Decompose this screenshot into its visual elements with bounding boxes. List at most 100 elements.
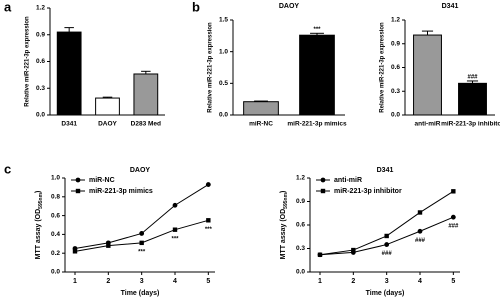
x-tick-label: 2: [106, 278, 110, 285]
y-tick-label: 0.0: [36, 112, 45, 119]
marker: [317, 252, 323, 257]
y-tick-label: 0.0: [51, 269, 60, 276]
y-tick-label: 0.9: [296, 198, 305, 205]
panel-label: b: [192, 0, 200, 14]
y-axis-label-part: 595nm: [38, 192, 44, 208]
chart-title: DAOY: [279, 3, 300, 10]
marker: [384, 233, 389, 239]
bar: [95, 97, 120, 116]
y-axis-label: Relative miR-221-3p expression: [208, 22, 214, 113]
y-axis-label: MTT assay (OD595nm): [35, 191, 44, 260]
x-tick-label: 1: [73, 278, 77, 285]
x-tick-label: 5: [451, 278, 455, 285]
annotation: ***: [205, 227, 213, 233]
y-tick-label: 1.0: [219, 48, 228, 55]
marker: [451, 189, 456, 194]
bar: [56, 31, 82, 116]
chart-title: DAOY: [130, 167, 151, 174]
bar: [243, 101, 279, 116]
y-axis-label: MTT assay (OD595nm): [280, 191, 289, 260]
y-axis-label: Relative miR-221-3p expression: [25, 16, 31, 107]
marker: [139, 240, 144, 246]
annotation: ***: [138, 249, 146, 255]
y-tick-label: 0.3: [391, 88, 400, 95]
y-tick-label: 0.0: [391, 112, 400, 119]
bar: [299, 34, 335, 116]
bar: [133, 73, 159, 116]
y-axis-label-part: ): [35, 191, 42, 193]
marker: [417, 228, 423, 234]
panel-label: c: [4, 161, 11, 176]
marker: [72, 249, 78, 254]
y-tick-label: 0.6: [296, 222, 305, 229]
y-tick-label: 0.6: [36, 58, 45, 65]
legend-marker: [320, 177, 326, 183]
y-tick-label: 0.4: [51, 231, 60, 238]
chart-title: D341: [442, 3, 459, 10]
marker: [106, 243, 111, 248]
y-tick-label: 0.2: [51, 250, 60, 257]
y-tick-label: 0.5: [219, 80, 228, 87]
x-tick-label: anti-miR: [415, 121, 441, 128]
annotation: ***: [313, 27, 321, 33]
y-tick-label: 0.3: [36, 85, 45, 92]
marker: [417, 210, 423, 215]
marker: [351, 247, 356, 253]
marker: [384, 242, 390, 247]
x-axis-label: Time (days): [366, 290, 405, 297]
x-tick-label: 2: [351, 278, 355, 285]
y-tick-label: 1.2: [296, 175, 305, 182]
marker: [206, 218, 211, 223]
x-axis-label: Time (days): [121, 290, 160, 297]
y-tick-label: 0.9: [36, 31, 45, 38]
annotation: ###: [382, 251, 393, 257]
panel-label: a: [4, 0, 12, 14]
y-axis-label-part: MTT assay (OD: [35, 209, 42, 260]
bar: [413, 34, 442, 116]
y-tick-label: 0.0: [219, 112, 228, 119]
y-axis-label: Relative miR-221-3p expression: [380, 22, 386, 113]
y-tick-label: 1.2: [36, 5, 45, 12]
legend-label: anti-miR: [334, 177, 362, 184]
marker: [139, 231, 145, 236]
y-tick-label: 1.5: [219, 17, 228, 24]
marker: [172, 227, 178, 232]
x-tick-label: miR-NC: [249, 121, 273, 128]
y-tick-label: 0.3: [296, 245, 305, 252]
y-tick-label: 1.0: [51, 175, 60, 182]
y-tick-label: 0.6: [51, 212, 60, 219]
y-axis-label-part: MTT assay (OD: [280, 209, 287, 260]
legend-label: miR-221-3p inhibitor: [334, 188, 402, 195]
annotation: ###: [415, 238, 426, 244]
chart-title: D341: [377, 167, 394, 174]
legend-marker: [75, 177, 81, 183]
y-tick-label: 0.9: [391, 40, 400, 47]
marker: [172, 202, 178, 208]
y-axis-label-part: ): [280, 191, 287, 193]
marker: [205, 182, 211, 187]
x-tick-label: DAOY: [98, 121, 117, 128]
x-tick-label: 3: [140, 278, 144, 285]
x-tick-label: miR-221-3p mimics: [287, 121, 347, 128]
y-tick-label: 0.0: [296, 269, 305, 276]
x-tick-label: 4: [418, 278, 422, 285]
annotation: ***: [171, 236, 179, 242]
x-tick-label: 1: [318, 278, 322, 285]
annotation: ###: [467, 75, 478, 81]
legend-marker: [75, 188, 81, 194]
x-tick-label: D341: [61, 121, 77, 128]
y-tick-label: 0.6: [391, 64, 400, 71]
y-tick-label: 0.8: [51, 194, 60, 201]
annotation: ###: [448, 224, 459, 230]
y-tick-label: 1.2: [391, 17, 400, 24]
x-tick-label: 3: [385, 278, 389, 285]
bar: [458, 82, 487, 116]
x-tick-label: 4: [173, 278, 177, 285]
x-tick-label: 5: [206, 278, 210, 285]
legend-label: miR-NC: [89, 177, 115, 184]
x-tick-label: miR-221-3p inhibitor: [441, 121, 500, 128]
legend-marker: [320, 188, 326, 194]
legend-label: miR-221-3p mimics: [89, 188, 153, 195]
y-axis-label-part: 595nm: [283, 192, 289, 208]
